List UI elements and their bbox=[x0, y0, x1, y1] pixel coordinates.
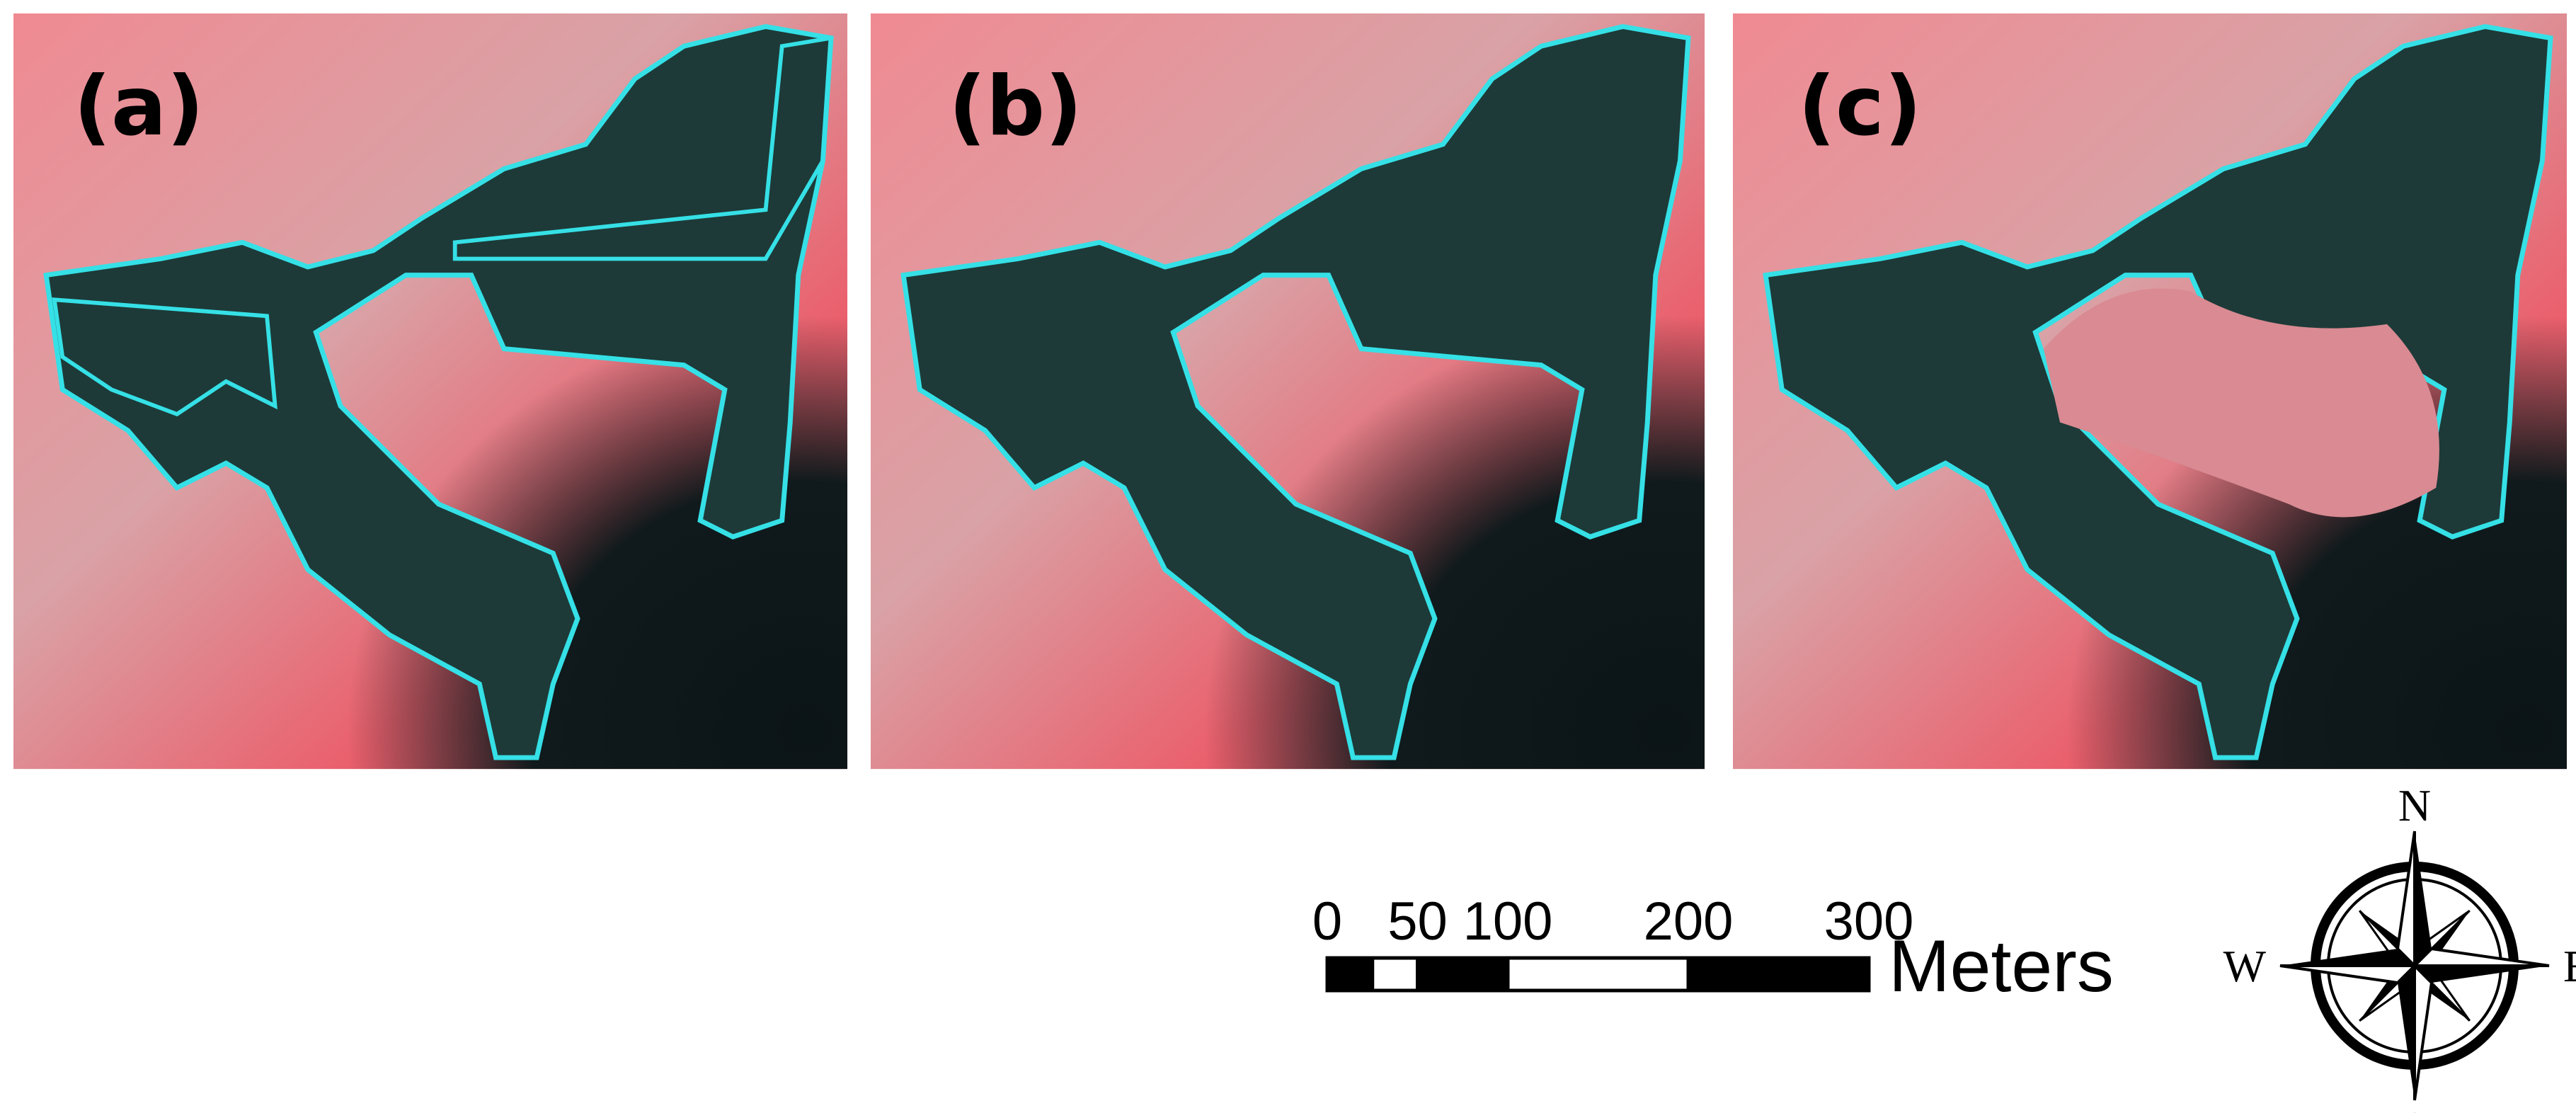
panel-c bbox=[1733, 13, 2567, 769]
scale-segment bbox=[1325, 956, 1375, 993]
scale-tick-label: 200 bbox=[1644, 891, 1734, 952]
scale-segment bbox=[1506, 956, 1690, 993]
compass-west: W bbox=[2223, 941, 2267, 991]
scale-tick-label: 0 bbox=[1312, 891, 1342, 952]
scale-tick-label: 100 bbox=[1463, 891, 1553, 952]
compass-east: E bbox=[2563, 941, 2576, 991]
panel-a bbox=[13, 13, 847, 769]
scale-tick-label: 300 bbox=[1824, 891, 1914, 952]
panel-label: (c) bbox=[1798, 59, 1922, 154]
compass-north: N bbox=[2398, 780, 2431, 831]
compass-south: S bbox=[2402, 1102, 2427, 1113]
scale-segment bbox=[1370, 956, 1419, 993]
scale-bar: 0 50 100 200 300 bbox=[1312, 891, 1914, 993]
panel-label: (b) bbox=[949, 59, 1082, 154]
scale-segment bbox=[1416, 956, 1510, 993]
compass: N E S W bbox=[2223, 780, 2576, 1113]
scale-segment bbox=[1686, 956, 1871, 993]
scale-tick-label: 50 bbox=[1387, 891, 1448, 952]
panel-label: (a) bbox=[74, 59, 204, 154]
scale-unit: Meters bbox=[1889, 925, 2114, 1008]
